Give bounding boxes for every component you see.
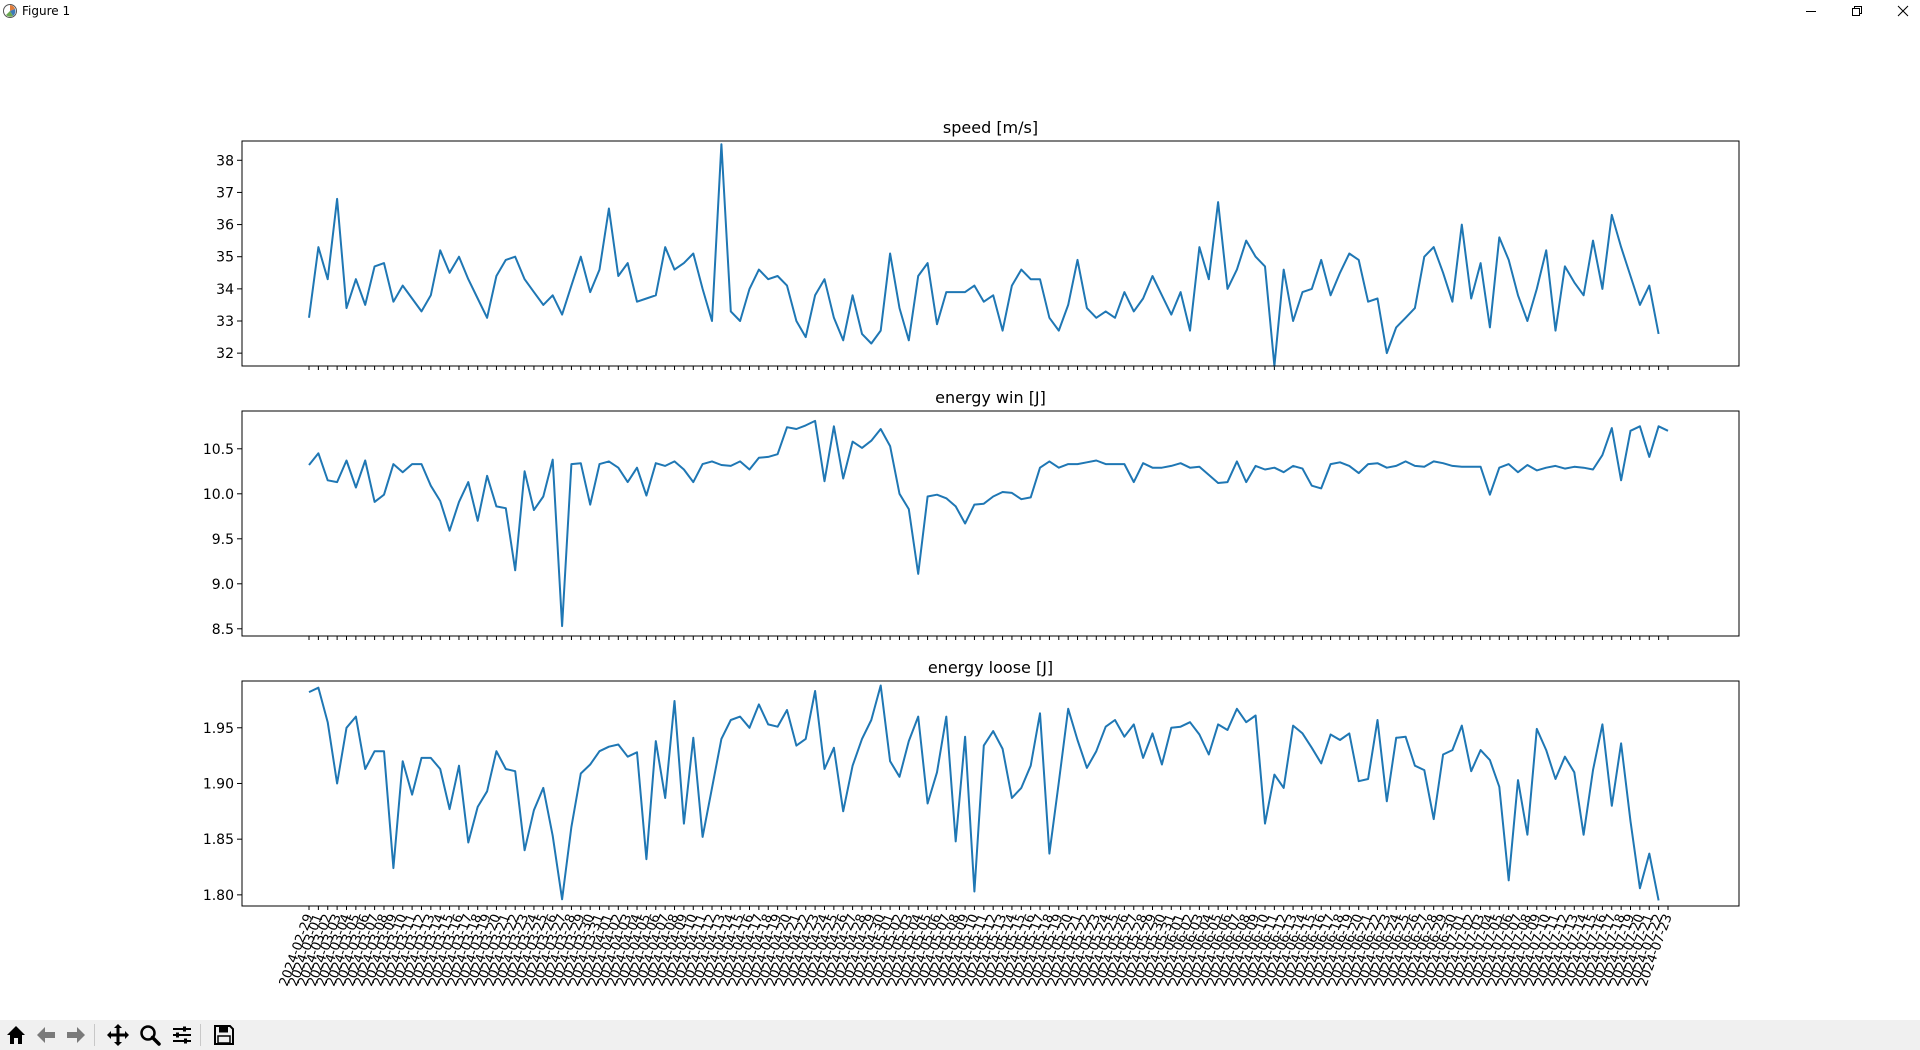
subplot-title: energy loose [J]: [928, 658, 1053, 677]
subplot-title: energy win [J]: [935, 388, 1046, 407]
configure-subplots-button[interactable]: [168, 1022, 196, 1048]
restore-button[interactable]: [1834, 0, 1880, 22]
pan-button[interactable]: [104, 1022, 132, 1048]
toolbar-separator: [200, 1024, 201, 1046]
forward-button[interactable]: [62, 1022, 90, 1048]
toolbar-separator: [94, 1024, 95, 1046]
close-icon: [1897, 5, 1909, 17]
series-line: [308, 419, 1669, 628]
window-title: Figure 1: [22, 4, 71, 18]
minimize-icon: [1806, 11, 1816, 12]
axes-frame: [241, 140, 1740, 367]
y-tick-label: 33: [216, 314, 234, 330]
y-tick-label: 10.5: [203, 442, 234, 458]
subplot-title: speed [m/s]: [943, 118, 1038, 137]
close-button[interactable]: [1880, 0, 1920, 22]
save-button[interactable]: [210, 1022, 238, 1048]
y-tick-label: 1.95: [203, 721, 234, 737]
y-tick-label: 32: [216, 346, 234, 362]
zoom-icon: [140, 1025, 161, 1046]
y-tick-label: 35: [216, 250, 234, 266]
back-icon: [37, 1027, 55, 1043]
save-icon: [214, 1025, 234, 1045]
y-tick-label: 10.0: [203, 487, 234, 503]
y-tick-label: 1.85: [203, 832, 234, 848]
subplot-3: energy loose [J] 1.80 1.85 1.90 1.95: [203, 658, 1740, 910]
minimize-button[interactable]: [1788, 0, 1834, 22]
home-icon: [7, 1026, 25, 1044]
y-tick-label: 9.0: [212, 577, 234, 593]
forward-icon: [67, 1027, 85, 1043]
configure-icon: [173, 1026, 191, 1044]
series-line: [308, 143, 1660, 367]
y-tick-label: 1.80: [203, 888, 234, 904]
restore-icon: [1852, 6, 1862, 16]
y-tick-label: 9.5: [212, 532, 234, 548]
y-tick-label: 38: [216, 153, 234, 169]
figure-canvas[interactable]: speed [m/s] 32 33 34 35 36 37 38 energy win [J] 8…: [0, 22, 1920, 1020]
back-button[interactable]: [32, 1022, 60, 1048]
home-button[interactable]: [2, 1022, 30, 1048]
zoom-button[interactable]: [136, 1022, 164, 1048]
y-tick-label: 8.5: [212, 622, 234, 638]
subplot-2: energy win [J] 8.5 9.0 9.5 10.0 10.5: [203, 388, 1740, 640]
axes-frame: [241, 680, 1740, 907]
matplotlib-logo-icon: [3, 4, 17, 18]
y-tick-label: 37: [216, 185, 234, 201]
pan-icon: [107, 1024, 129, 1046]
navigation-toolbar: [0, 1020, 1920, 1050]
axes-frame: [241, 410, 1740, 637]
y-tick-label: 34: [216, 282, 234, 298]
x-tick-labels: 2024-02-292024-03-012024-03-022024-03-03…: [277, 912, 1676, 988]
y-tick-label: 1.90: [203, 776, 234, 792]
series-line: [308, 684, 1660, 901]
y-tick-label: 36: [216, 218, 234, 234]
subplot-1: speed [m/s] 32 33 34 35 36 37 38: [216, 118, 1740, 370]
title-bar[interactable]: Figure 1: [0, 0, 1920, 22]
